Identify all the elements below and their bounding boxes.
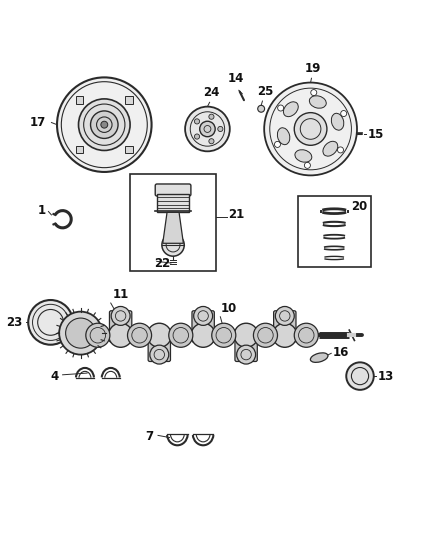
Text: 19: 19 bbox=[304, 62, 321, 75]
Circle shape bbox=[218, 126, 223, 132]
Circle shape bbox=[150, 345, 169, 364]
Circle shape bbox=[59, 312, 102, 354]
FancyBboxPatch shape bbox=[75, 96, 83, 103]
Ellipse shape bbox=[311, 353, 328, 362]
Bar bbox=[298, 196, 371, 266]
Ellipse shape bbox=[283, 102, 298, 117]
Text: 1: 1 bbox=[37, 204, 46, 217]
Circle shape bbox=[311, 90, 317, 95]
Circle shape bbox=[341, 110, 347, 117]
Text: 10: 10 bbox=[221, 302, 237, 314]
Text: 25: 25 bbox=[257, 85, 274, 98]
Circle shape bbox=[275, 141, 280, 148]
Text: 22: 22 bbox=[154, 256, 170, 270]
Circle shape bbox=[66, 318, 95, 348]
Circle shape bbox=[185, 107, 230, 151]
Circle shape bbox=[200, 121, 215, 136]
Circle shape bbox=[304, 163, 311, 168]
Circle shape bbox=[28, 300, 73, 345]
Text: 11: 11 bbox=[113, 288, 129, 301]
Ellipse shape bbox=[309, 96, 326, 108]
Circle shape bbox=[212, 323, 236, 348]
Ellipse shape bbox=[332, 114, 344, 130]
Circle shape bbox=[127, 323, 152, 348]
Circle shape bbox=[264, 83, 357, 175]
Circle shape bbox=[109, 323, 133, 348]
Ellipse shape bbox=[295, 150, 312, 162]
FancyBboxPatch shape bbox=[125, 96, 133, 103]
Circle shape bbox=[78, 99, 130, 150]
Circle shape bbox=[147, 323, 171, 348]
Circle shape bbox=[169, 323, 193, 348]
FancyBboxPatch shape bbox=[110, 311, 132, 342]
Circle shape bbox=[57, 77, 152, 172]
Text: 21: 21 bbox=[228, 208, 244, 221]
FancyBboxPatch shape bbox=[125, 146, 133, 154]
Bar bbox=[157, 195, 189, 212]
FancyBboxPatch shape bbox=[155, 184, 191, 196]
FancyBboxPatch shape bbox=[274, 311, 296, 342]
Text: 15: 15 bbox=[367, 127, 384, 141]
Circle shape bbox=[276, 306, 294, 325]
Circle shape bbox=[209, 114, 214, 119]
Text: 24: 24 bbox=[204, 86, 220, 99]
Circle shape bbox=[209, 139, 214, 144]
Text: 16: 16 bbox=[333, 346, 350, 359]
FancyBboxPatch shape bbox=[192, 311, 214, 342]
FancyBboxPatch shape bbox=[75, 146, 83, 154]
Circle shape bbox=[194, 119, 200, 124]
FancyBboxPatch shape bbox=[148, 330, 170, 361]
Circle shape bbox=[273, 323, 297, 348]
Circle shape bbox=[111, 306, 130, 325]
FancyBboxPatch shape bbox=[235, 330, 257, 361]
Circle shape bbox=[194, 134, 200, 139]
Circle shape bbox=[278, 105, 284, 111]
Text: 4: 4 bbox=[50, 369, 58, 383]
Circle shape bbox=[258, 106, 265, 112]
Circle shape bbox=[162, 234, 184, 256]
Circle shape bbox=[191, 323, 215, 348]
Text: 13: 13 bbox=[378, 369, 394, 383]
Text: 17: 17 bbox=[30, 116, 46, 129]
Text: 20: 20 bbox=[351, 200, 367, 213]
Circle shape bbox=[91, 111, 118, 139]
Circle shape bbox=[237, 345, 256, 364]
Circle shape bbox=[194, 306, 212, 325]
Ellipse shape bbox=[323, 141, 338, 156]
Circle shape bbox=[338, 147, 343, 153]
Polygon shape bbox=[163, 212, 184, 243]
Circle shape bbox=[294, 323, 318, 348]
Circle shape bbox=[234, 323, 258, 348]
Circle shape bbox=[101, 121, 108, 128]
Text: 7: 7 bbox=[145, 430, 154, 443]
Bar bbox=[130, 174, 216, 271]
Circle shape bbox=[86, 323, 110, 348]
Circle shape bbox=[254, 323, 278, 348]
Text: 23: 23 bbox=[7, 316, 23, 329]
Text: 14: 14 bbox=[227, 72, 244, 85]
Ellipse shape bbox=[277, 128, 290, 144]
Circle shape bbox=[294, 112, 327, 146]
Circle shape bbox=[346, 362, 374, 390]
